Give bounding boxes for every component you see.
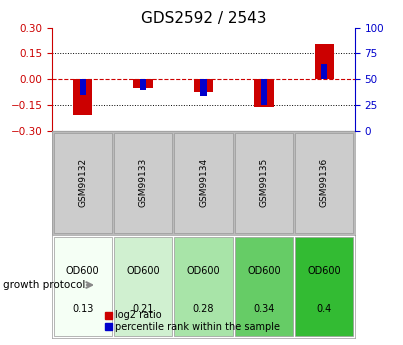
Text: GSM99136: GSM99136	[320, 158, 329, 207]
Bar	[194, 79, 213, 92]
Text: OD600: OD600	[187, 266, 220, 276]
Text: 0.28: 0.28	[193, 304, 214, 314]
Bar	[254, 79, 274, 107]
Bar	[315, 44, 334, 79]
Text: GSM99133: GSM99133	[139, 158, 147, 207]
Bar	[80, 79, 86, 95]
Bar	[114, 133, 172, 233]
Bar	[114, 237, 172, 336]
Title: GDS2592 / 2543: GDS2592 / 2543	[141, 11, 266, 27]
Text: percentile rank within the sample: percentile rank within the sample	[115, 322, 280, 332]
Text: 0.34: 0.34	[253, 304, 275, 314]
Bar	[133, 79, 153, 88]
Text: 0.13: 0.13	[72, 304, 93, 314]
Bar	[174, 237, 233, 336]
Text: GSM99134: GSM99134	[199, 158, 208, 207]
Bar	[105, 312, 112, 319]
Bar	[322, 64, 327, 79]
Bar	[54, 237, 112, 336]
Bar	[235, 237, 293, 336]
Text: OD600: OD600	[126, 266, 160, 276]
Text: OD600: OD600	[247, 266, 281, 276]
Text: GSM99132: GSM99132	[78, 158, 87, 207]
Bar	[261, 79, 267, 105]
Text: 0.4: 0.4	[317, 304, 332, 314]
Bar	[105, 323, 112, 330]
Bar	[295, 237, 353, 336]
Bar	[73, 79, 92, 115]
Text: OD600: OD600	[66, 266, 100, 276]
Bar	[54, 133, 112, 233]
Bar	[235, 133, 293, 233]
Bar	[201, 79, 206, 96]
Text: OD600: OD600	[307, 266, 341, 276]
Bar	[140, 79, 146, 90]
Text: 0.21: 0.21	[132, 304, 154, 314]
Bar	[174, 133, 233, 233]
Bar	[295, 133, 353, 233]
Text: log2 ratio: log2 ratio	[115, 310, 162, 321]
Text: GSM99135: GSM99135	[260, 158, 268, 207]
Text: growth protocol: growth protocol	[3, 280, 85, 290]
